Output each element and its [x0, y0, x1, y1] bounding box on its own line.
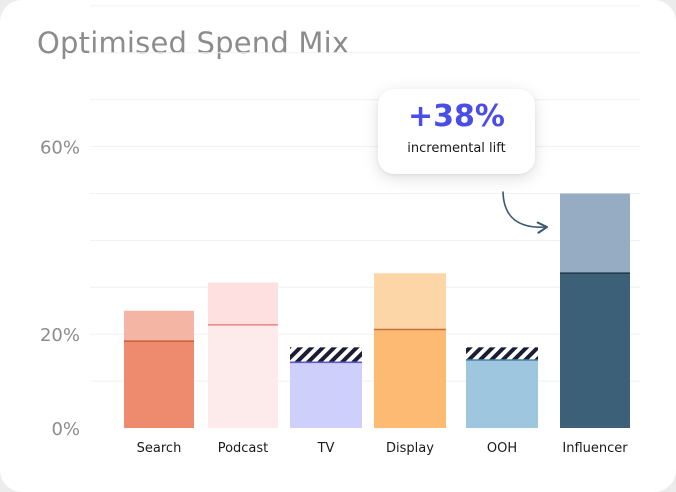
y-tick-label: 20%	[40, 325, 80, 346]
bar-top-influencer	[560, 193, 630, 274]
category-label: Influencer	[562, 441, 628, 456]
bar-top-podcast	[208, 282, 278, 325]
bar-top-tv	[290, 347, 362, 363]
category-label: Display	[386, 441, 434, 456]
bar-base-podcast	[208, 324, 278, 428]
callout-arrow	[502, 191, 549, 234]
bar-top-display	[374, 273, 446, 330]
bar-base-influencer	[560, 273, 630, 428]
y-tick-label: 60%	[40, 138, 80, 159]
category-label: OOH	[487, 441, 517, 456]
bar-base-tv	[290, 362, 362, 428]
chart-title: Optimised Spend Mix	[37, 26, 350, 60]
bar-top-search	[124, 310, 194, 342]
bar-base-ooh	[466, 359, 538, 428]
lift-value: +38%	[408, 99, 505, 134]
y-tick-label: 0%	[51, 419, 80, 440]
category-label: Podcast	[218, 441, 269, 456]
bar-top-ooh	[466, 347, 538, 360]
category-label: TV	[317, 441, 335, 456]
category-label: Search	[137, 441, 182, 456]
lift-caption: incremental lift	[407, 141, 506, 156]
lift-callout: +38% incremental lift	[378, 89, 535, 174]
bar-base-display	[374, 329, 446, 428]
bar-base-search	[124, 341, 194, 428]
